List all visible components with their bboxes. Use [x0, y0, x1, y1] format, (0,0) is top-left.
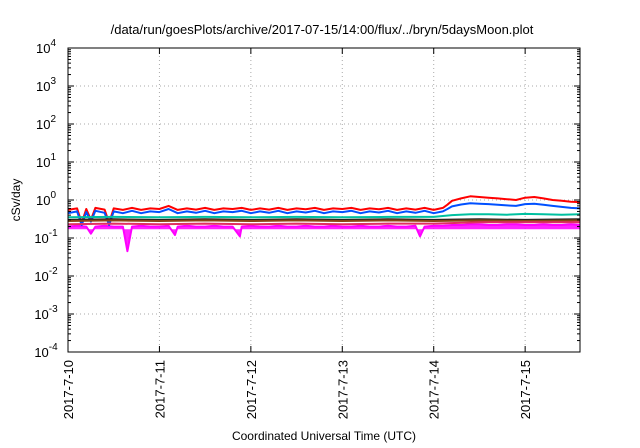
y-tick-label: 10-4 [34, 342, 58, 360]
x-tick-label: 2017-7-13 [335, 360, 350, 419]
y-axis-label: cSv/day [9, 179, 23, 222]
y-tick-exponent: 4 [50, 38, 56, 49]
y-tick-label: 10-1 [34, 228, 58, 246]
series-line-1 [67, 195, 581, 224]
y-tick-label: 10-3 [34, 304, 58, 322]
chart-title: /data/run/goesPlots/archive/2017-07-15/1… [111, 22, 534, 37]
y-tick-exponent: 1 [50, 152, 56, 163]
y-tick-exponent: 3 [50, 76, 56, 87]
x-tick-label: 2017-7-12 [244, 360, 259, 419]
x-tick-label: 2017-7-15 [518, 360, 533, 419]
series-line-2 [67, 202, 581, 226]
y-tick-exponent: 0 [50, 190, 56, 201]
series-line-3 [67, 212, 581, 219]
y-tick-exponent: -3 [49, 304, 58, 315]
x-tick-label: 2017-7-11 [152, 360, 167, 418]
y-tick-label: 103 [36, 76, 56, 94]
y-tick-exponent: 2 [50, 114, 56, 125]
y-tick-exponent: -2 [49, 266, 58, 277]
grid [68, 48, 580, 352]
x-tick-label: 2017-7-10 [61, 360, 76, 419]
series-line-0 [67, 223, 581, 253]
y-tick-label: 104 [36, 38, 56, 56]
y-tick-label: 102 [36, 114, 56, 132]
x-tick-label: 2017-7-14 [427, 360, 442, 419]
series-line-5 [67, 219, 581, 222]
y-tick-label: 100 [36, 190, 56, 208]
series-line-6 [67, 221, 580, 226]
y-tick-label: 10-2 [34, 266, 58, 284]
series-layer [67, 195, 581, 253]
y-tick-label: 101 [36, 152, 56, 170]
y-tick-exponent: -1 [49, 228, 58, 239]
series-line-4 [67, 218, 581, 221]
x-axis-label: Coordinated Universal Time (UTC) [232, 429, 416, 443]
y-tick-exponent: -4 [49, 342, 58, 353]
